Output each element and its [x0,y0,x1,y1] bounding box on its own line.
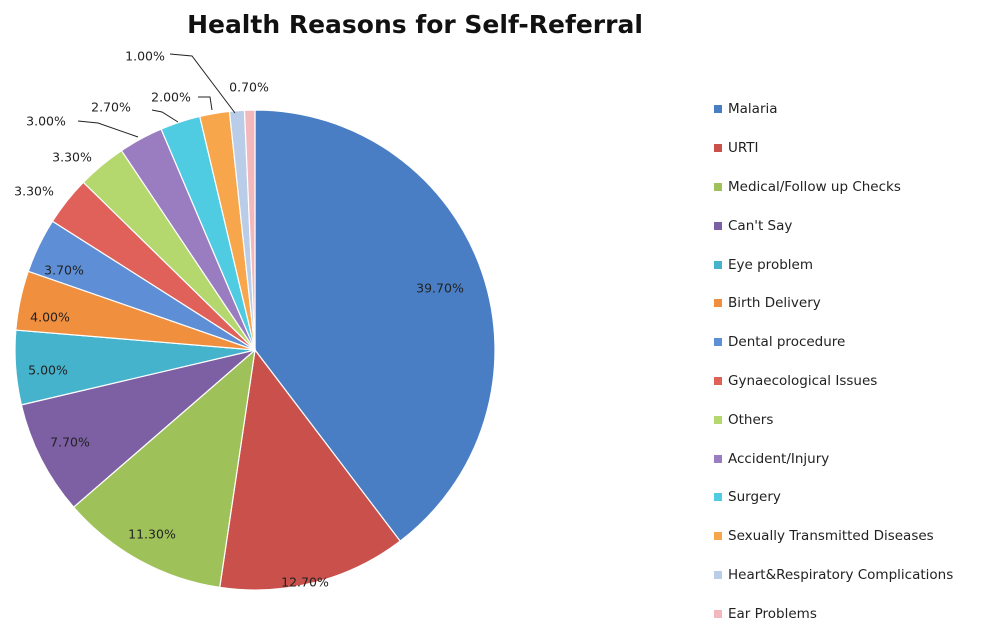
legend-label: Eye problem [728,256,813,273]
pie-slice-can-t-say [20,349,256,509]
legend-label: Ear Problems [728,605,817,622]
leader-line [77,120,139,138]
pie-slice-malaria [254,109,496,542]
legend-swatch [714,454,722,463]
data-label: 3.70% [44,263,84,278]
pie-slice-ear-problems [243,109,256,351]
legend-item: Medical/Follow up Checks [714,168,953,207]
legend-item: Accident/Injury [714,439,953,478]
legend-item: Birth Delivery [714,284,953,323]
legend-swatch [714,299,722,308]
data-label: 1.00% [125,49,165,64]
leader-lines [77,53,236,138]
legend-swatch [714,493,722,502]
data-labels: 39.70% 12.70% 11.30% 7.70% 5.00% 4.00% 3.70% 3.… [14,49,464,590]
legend-label: Heart&Respiratory Complications [728,566,954,583]
legend-swatch [714,182,722,191]
legend-item: Ear Problems [714,594,953,633]
legend-label: Malaria [728,101,778,118]
leader-line [198,96,213,111]
data-label: 2.00% [151,90,191,105]
legend-swatch [714,260,722,269]
pie-plot-area: 39.70% 12.70% 11.30% 7.70% 5.00% 4.00% 3.70% 3.… [14,49,496,591]
legend-item: URTI [714,129,953,168]
legend-item: Surgery [714,478,953,517]
legend-swatch [714,609,722,618]
data-label: 39.70% [416,281,464,296]
pie-slices [14,109,496,591]
data-label: 0.70% [229,80,269,95]
data-label: 7.70% [50,435,90,450]
data-label: 11.30% [128,527,176,542]
legend-swatch [714,415,722,424]
data-label: 3.00% [26,114,66,129]
legend-swatch [714,376,722,385]
pie-slice-medical-follow-up-checks [72,348,256,589]
data-label: 5.00% [28,363,68,378]
data-label: 12.70% [281,575,329,590]
legend-label: Birth Delivery [728,295,821,312]
legend: Malaria URTI Medical/Follow up Checks Can't… [714,90,953,633]
legend-label: Surgery [728,489,781,506]
legend-item: Can't Say [714,206,953,245]
legend-swatch [714,144,722,153]
legend-label: Dental procedure [728,334,846,351]
legend-label: Sexually Transmitted Diseases [728,528,934,545]
legend-label: Others [728,411,774,428]
data-label: 3.30% [52,150,92,165]
legend-label: Gynaecological Issues [728,372,878,389]
legend-swatch [714,338,722,347]
pie-chart: Health Reasons for Self-Referral 39.70% 1… [14,10,953,622]
legend-item: Gynaecological Issues [714,362,953,401]
data-label: 4.00% [30,310,70,325]
data-label: 2.70% [91,100,131,115]
legend-label: Accident/Injury [728,450,830,467]
legend-item: Dental procedure [714,323,953,362]
legend-item: Eye problem [714,245,953,284]
legend-label: Can't Say [728,217,793,234]
legend-swatch [714,105,722,114]
chart-title: Health Reasons for Self-Referral [187,10,643,39]
data-label: 3.30% [14,184,54,199]
legend-swatch [714,570,722,579]
legend-item: Heart&Respiratory Complications [714,556,953,595]
legend-item: Others [714,400,953,439]
legend-item: Malaria [714,90,953,129]
legend-swatch [714,221,722,230]
pie-slice-urti [219,348,402,591]
legend-label: Medical/Follow up Checks [728,178,901,195]
leader-line [169,53,236,114]
legend-item: Sexually Transmitted Diseases [714,517,953,556]
legend-label: URTI [728,140,759,157]
leader-line [151,109,179,123]
legend-swatch [714,532,722,541]
